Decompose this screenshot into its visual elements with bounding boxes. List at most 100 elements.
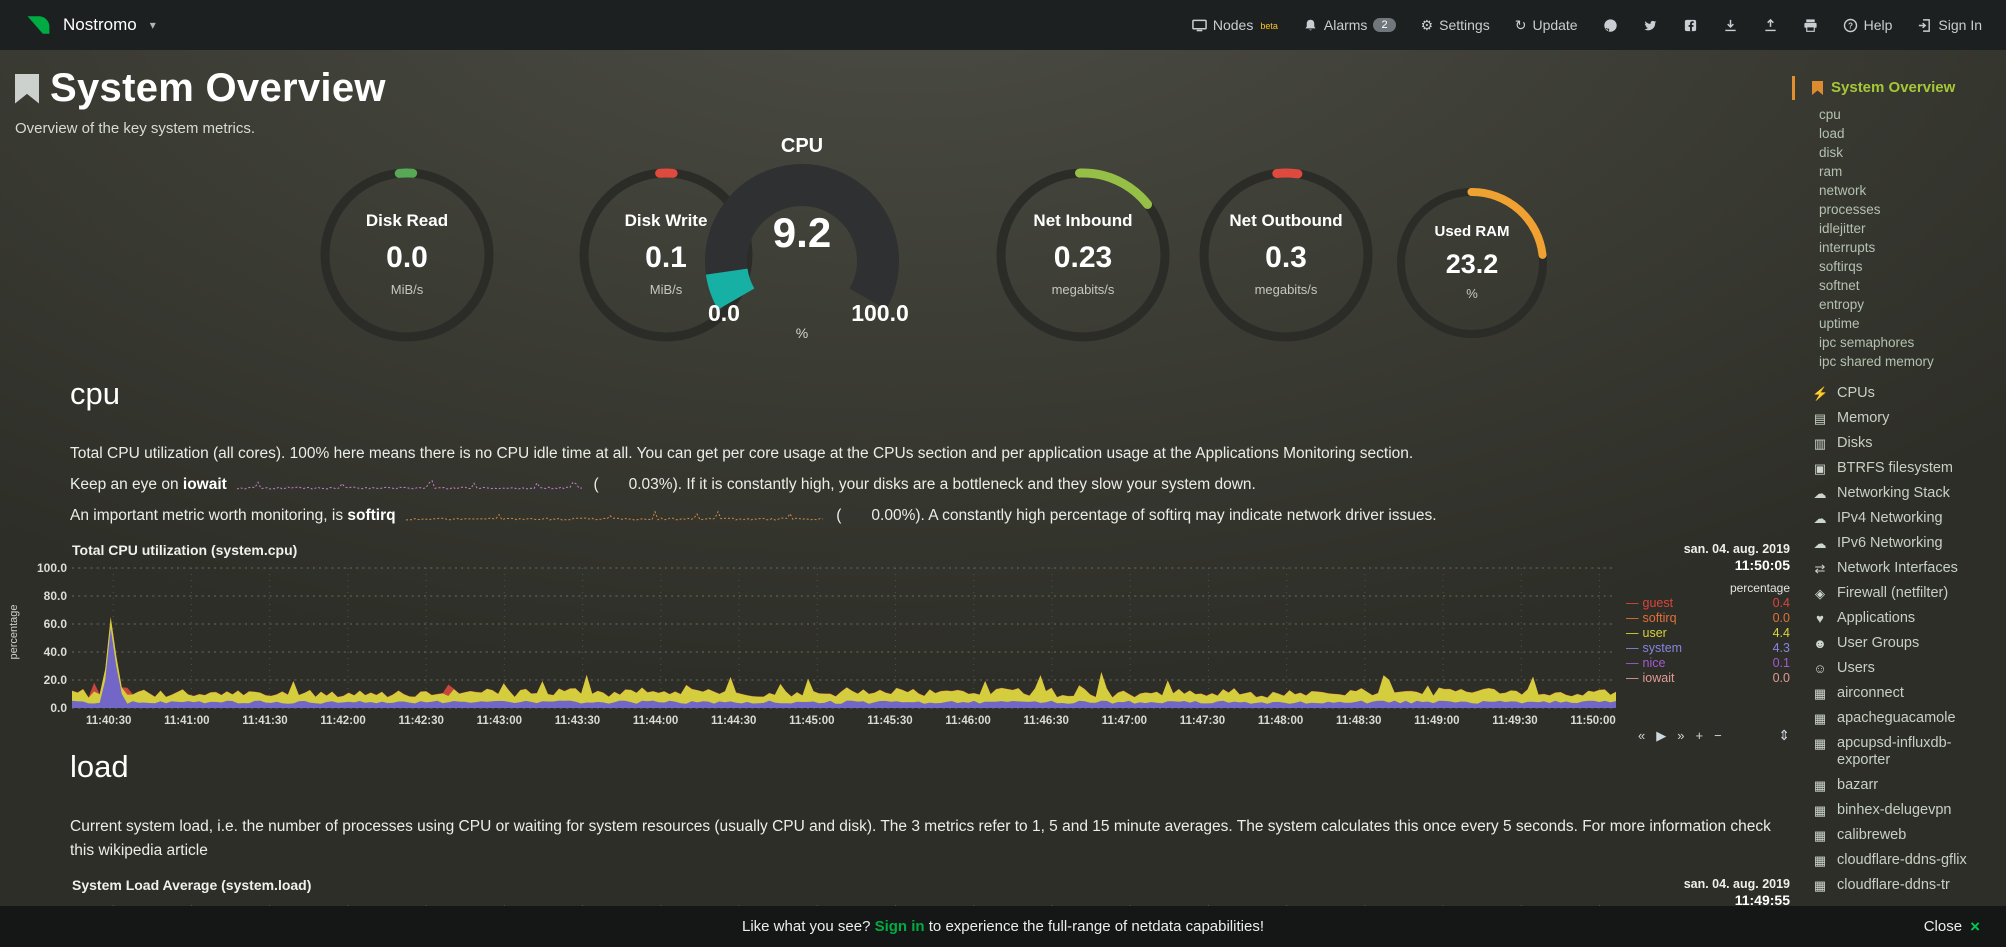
banner-signin-link[interactable]: Sign in [874, 918, 925, 935]
sidebar-subitem[interactable]: load [1819, 126, 1845, 141]
sidebar-subitem[interactable]: softirqs [1819, 259, 1863, 274]
sidebar-item[interactable]: ♥ Applications [1792, 606, 2006, 631]
sidebar-subitem[interactable]: cpu [1819, 107, 1841, 122]
x-axis-tick: 11:43:00 [476, 715, 523, 727]
sidebar-item-system-overview[interactable]: System Overview [1792, 76, 2006, 100]
import-snapshot-button[interactable] [1763, 18, 1778, 33]
grid-icon: ▦ [1813, 778, 1827, 793]
github-icon [1603, 18, 1617, 32]
sidebar-item[interactable]: ▦ binhex-delugevpn [1813, 802, 1952, 818]
sidebar-subitem[interactable]: ram [1819, 164, 1843, 179]
legend-row[interactable]: — system 4.3 [1626, 641, 1790, 655]
gear-icon: ⚙ [1420, 17, 1434, 33]
gauge-net-inbound[interactable]: Net Inbound 0.23 megabits/s [993, 165, 1173, 345]
svg-text:?: ? [1848, 21, 1853, 30]
sidebar-subitem[interactable]: processes [1819, 202, 1881, 217]
sidebar-item[interactable]: ▣ BTRFS filesystem [1813, 460, 1954, 476]
sidebar-item[interactable]: ▦ cloudflare-ddns-gflix [1813, 852, 1967, 868]
gauge-used-ram[interactable]: Used RAM 23.2 % [1394, 185, 1550, 341]
pan-forward-button[interactable]: » [1677, 728, 1685, 743]
gauge-unit: MiB/s [390, 282, 424, 297]
settings-button[interactable]: ⚙ Settings [1420, 17, 1490, 33]
sidebar-subitem[interactable]: network [1819, 183, 1867, 198]
question-icon: ? [1843, 18, 1857, 32]
iowait-sparkline[interactable] [236, 477, 583, 493]
sidebar-item[interactable]: ⇄ Network Interfaces [1792, 556, 2006, 581]
sidebar-item[interactable]: ▦ apacheguacamole [1813, 710, 1956, 726]
sidebar-item[interactable]: ▥ Disks [1813, 435, 1873, 451]
zoom-in-button[interactable]: + [1695, 728, 1704, 743]
cpu-section: cpu Total CPU utilization (all cores). 1… [0, 376, 1792, 743]
legend-row[interactable]: — nice 0.1 [1626, 656, 1790, 670]
play-button[interactable]: ▶ [1656, 728, 1667, 743]
x-axis-tick: 11:42:00 [320, 715, 366, 727]
sidebar-subitem[interactable]: uptime [1819, 316, 1860, 331]
x-axis-tick: 11:49:00 [1414, 715, 1460, 727]
x-axis-tick: 11:44:00 [632, 715, 679, 727]
page-header: System Overview Overview of the key syst… [0, 50, 1792, 137]
softirq-sparkline[interactable] [405, 508, 826, 524]
sidebar-subitem[interactable]: softnet [1819, 278, 1860, 293]
x-axis-tick: 11:49:30 [1492, 715, 1538, 727]
sidebar-item[interactable]: ☁ Networking Stack [1813, 485, 1950, 501]
sidebar-item[interactable]: ◈ Firewall (netfilter) [1792, 581, 2006, 606]
legend-row[interactable]: — user 4.4 [1626, 626, 1790, 640]
twitter-button[interactable] [1643, 18, 1658, 33]
gauge-label: CPU [780, 135, 824, 157]
sidebar-item[interactable]: ⚡ CPUs [1812, 385, 1875, 401]
gauge-net-outbound[interactable]: Net Outbound 0.3 megabits/s [1196, 165, 1376, 345]
signin-banner: Like what you see? Sign in to experience… [0, 906, 2006, 947]
print-button[interactable] [1803, 18, 1818, 33]
legend-row[interactable]: — iowait 0.0 [1626, 671, 1790, 685]
sidebar-item[interactable]: ▦ bazarr [1813, 777, 1879, 793]
top-navbar: Nostromo ▾ Nodes beta Alarms 2 ⚙ Setting… [0, 0, 2006, 50]
sidebar-item[interactable]: ▦ calibreweb [1813, 827, 1907, 843]
cpu-utilization-plot[interactable] [72, 564, 1616, 712]
gauge-disk-write[interactable]: Disk Write 0.1 MiB/s [576, 165, 756, 345]
sidebar-subitem[interactable]: interrupts [1819, 240, 1876, 255]
help-button[interactable]: ? Help [1843, 17, 1892, 33]
grid-icon: ▦ [1813, 803, 1827, 818]
x-axis-tick: 11:40:30 [86, 715, 132, 727]
sidebar-item[interactable]: ▤ Memory [1813, 410, 1890, 426]
legend-row[interactable]: — guest 0.4 [1626, 596, 1790, 610]
gauge-unit: % [1466, 286, 1478, 301]
sidebar-subitem[interactable]: ipc shared memory [1819, 354, 1934, 369]
github-button[interactable] [1603, 18, 1618, 33]
gauge-min: 0.0 [708, 300, 740, 326]
alarms-button[interactable]: Alarms 2 [1303, 17, 1396, 33]
wikipedia-link[interactable]: wikipedia article [98, 842, 208, 859]
heartbeat-icon: ♥ [1816, 611, 1824, 626]
chart-title: Total CPU utilization (system.cpu) [72, 542, 298, 558]
legend-row[interactable]: — softirq 0.0 [1626, 611, 1790, 625]
banner-close-button[interactable]: Close × [1923, 916, 1980, 936]
grid-icon: ▦ [1813, 878, 1827, 893]
gauge-disk-read[interactable]: Disk Read 0.0 MiB/s [317, 165, 497, 345]
sidebar-subitem[interactable]: idlejitter [1819, 221, 1866, 236]
sidebar-item[interactable]: ☻ User Groups [1813, 635, 1920, 651]
brand-menu[interactable]: Nostromo ▾ [24, 11, 156, 39]
sidebar-item[interactable]: ▦ cloudflare-ddns-tr [1813, 877, 1950, 893]
chart-time: 11:49:55 [1734, 892, 1790, 908]
sidebar-item[interactable]: ▦ apcupsd-influxdb-exporter [1813, 735, 1952, 768]
gauge-cpu[interactable]: CPU 9.2 0.0 100.0 % [662, 135, 942, 341]
chart-resize-handle[interactable]: ⇕ [1778, 727, 1790, 743]
facebook-button[interactable] [1683, 18, 1698, 33]
zoom-out-button[interactable]: − [1714, 728, 1722, 743]
update-button[interactable]: ↻ Update [1514, 17, 1578, 33]
cloud-icon: ☁ [1813, 536, 1827, 551]
sidebar-subitem[interactable]: ipc semaphores [1819, 335, 1915, 350]
pan-back-button[interactable]: « [1638, 728, 1646, 743]
sidebar-subitem[interactable]: entropy [1819, 297, 1865, 312]
sidebar-item[interactable]: ☺ Users [1813, 660, 1875, 676]
sidebar-item[interactable]: ☁ IPv6 Networking [1813, 535, 1943, 551]
print-icon [1804, 18, 1817, 32]
sidebar-item[interactable]: ☁ IPv4 Networking [1813, 510, 1943, 526]
sidebar-subitem[interactable]: disk [1819, 145, 1844, 160]
export-snapshot-button[interactable] [1723, 18, 1738, 33]
sidebar-item[interactable]: ▦ airconnect [1813, 685, 1904, 701]
nodes-button[interactable]: Nodes beta [1192, 17, 1278, 33]
main-content: System Overview Overview of the key syst… [0, 50, 1792, 947]
x-axis-tick: 11:45:30 [867, 715, 913, 727]
signin-button[interactable]: Sign In [1917, 17, 1982, 33]
